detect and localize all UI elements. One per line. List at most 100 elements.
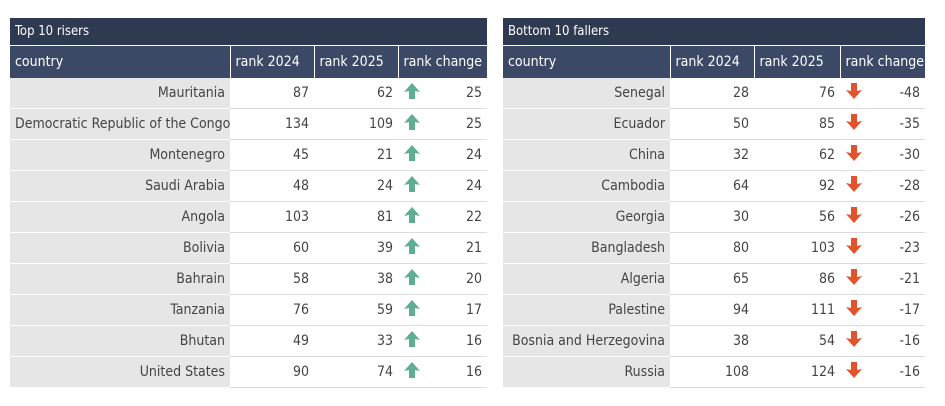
cell: 20	[398, 263, 488, 295]
rank: 87	[230, 78, 314, 109]
up-arrow	[403, 113, 421, 135]
rank: 65	[670, 263, 754, 295]
country: Democratic Republic of the Congo	[10, 108, 230, 140]
country: Saudi Arabia	[10, 170, 230, 202]
table-row: Bhutan 49 33 16	[10, 325, 488, 357]
down-arrow	[845, 361, 863, 383]
cell: -30	[840, 139, 926, 171]
up-arrow	[403, 330, 421, 352]
rank: 108	[670, 356, 754, 388]
header-row: country rank 2024 rank 2025 rank change	[503, 45, 926, 78]
table-row: China 32 62 -30	[503, 139, 926, 171]
table-row: Palestine 94 111 -17	[503, 294, 926, 326]
up-arrow	[403, 237, 421, 259]
rank-change: 21	[465, 240, 483, 256]
table-row: Angola 103 81 22	[10, 201, 488, 233]
rank-change: -35	[899, 116, 921, 132]
rank: 85	[754, 108, 840, 140]
country: Russia	[503, 356, 670, 388]
column-header: rank 2024	[230, 45, 315, 78]
country: Mauritania	[10, 78, 230, 109]
table-row: Cambodia 64 92 -28	[503, 170, 926, 202]
rank: 21	[314, 139, 398, 171]
title-row: Bottom 10 fallers	[503, 18, 926, 46]
rank: 103	[754, 232, 840, 264]
rank: 103	[230, 201, 314, 233]
rank: 60	[230, 232, 314, 264]
table-row: Senegal 28 76 -48	[503, 78, 926, 109]
rank: 39	[314, 232, 398, 264]
rank-change: 17	[465, 302, 483, 318]
down-arrow	[845, 237, 863, 259]
rank: 74	[314, 356, 398, 388]
rank: 38	[314, 263, 398, 295]
cell: 25	[398, 78, 488, 109]
table-row: Bolivia 60 39 21	[10, 232, 488, 264]
country: Montenegro	[10, 139, 230, 171]
table-row: Bangladesh 80 103 -23	[503, 232, 926, 264]
rank-change: -17	[899, 302, 921, 318]
rank: 80	[670, 232, 754, 264]
cell: 16	[398, 356, 488, 388]
rank-change: 22	[465, 209, 483, 225]
down-arrow	[845, 268, 863, 290]
column-header: rank 2025	[314, 45, 399, 78]
country: Bosnia and Herzegovina	[503, 325, 670, 357]
table-row: United States 90 74 16	[10, 356, 488, 388]
header-row: country rank 2024 rank 2025 rank change	[10, 45, 488, 78]
down-arrow	[845, 206, 863, 228]
rank: 48	[230, 170, 314, 202]
rank: 30	[670, 201, 754, 233]
country: Bhutan	[10, 325, 230, 357]
down-arrow	[845, 175, 863, 197]
table-row: Mauritania 87 62 25	[10, 78, 488, 109]
rank-change: 16	[465, 364, 483, 380]
column-header: country	[503, 45, 671, 78]
rank-change: 24	[465, 178, 483, 194]
rank: 134	[230, 108, 314, 140]
table-row: Saudi Arabia 48 24 24	[10, 170, 488, 202]
country: Cambodia	[503, 170, 670, 202]
rank: 124	[754, 356, 840, 388]
rank: 49	[230, 325, 314, 357]
country: United States	[10, 356, 230, 388]
rank-change: -26	[899, 209, 921, 225]
rank: 62	[754, 139, 840, 171]
cell: 24	[398, 170, 488, 202]
cell: -16	[840, 325, 926, 357]
rank: 81	[314, 201, 398, 233]
rank: 76	[230, 294, 314, 326]
table-row: Montenegro 45 21 24	[10, 139, 488, 171]
country: China	[503, 139, 670, 171]
country: Angola	[10, 201, 230, 233]
cell: 17	[398, 294, 488, 326]
country: Senegal	[503, 78, 670, 109]
rank: 32	[670, 139, 754, 171]
country: Bahrain	[10, 263, 230, 295]
title-row: Top 10 risers	[10, 18, 488, 46]
table-title: Bottom 10 fallers	[503, 18, 926, 46]
table-row: Democratic Republic of the Congo 134 109 25	[10, 108, 488, 140]
rank: 76	[754, 78, 840, 109]
table-row: Russia 108 124 -16	[503, 356, 926, 388]
table-row: Bosnia and Herzegovina 38 54 -16	[503, 325, 926, 357]
down-arrow	[845, 113, 863, 135]
rank-change: 24	[465, 147, 483, 163]
country: Palestine	[503, 294, 670, 326]
cell: -28	[840, 170, 926, 202]
rank: 56	[754, 201, 840, 233]
cell: 16	[398, 325, 488, 357]
table-row: Algeria 65 86 -21	[503, 263, 926, 295]
column-header: rank 2024	[670, 45, 755, 78]
column-header: country	[10, 45, 231, 78]
country: Algeria	[503, 263, 670, 295]
rank: 62	[314, 78, 398, 109]
rank: 33	[314, 325, 398, 357]
rank-change: -48	[899, 85, 921, 101]
rank: 28	[670, 78, 754, 109]
risers-table: Top 10 risers country rank 2024 rank 2025 ra…	[10, 18, 488, 388]
rank: 86	[754, 263, 840, 295]
rank: 45	[230, 139, 314, 171]
cell: -17	[840, 294, 926, 326]
